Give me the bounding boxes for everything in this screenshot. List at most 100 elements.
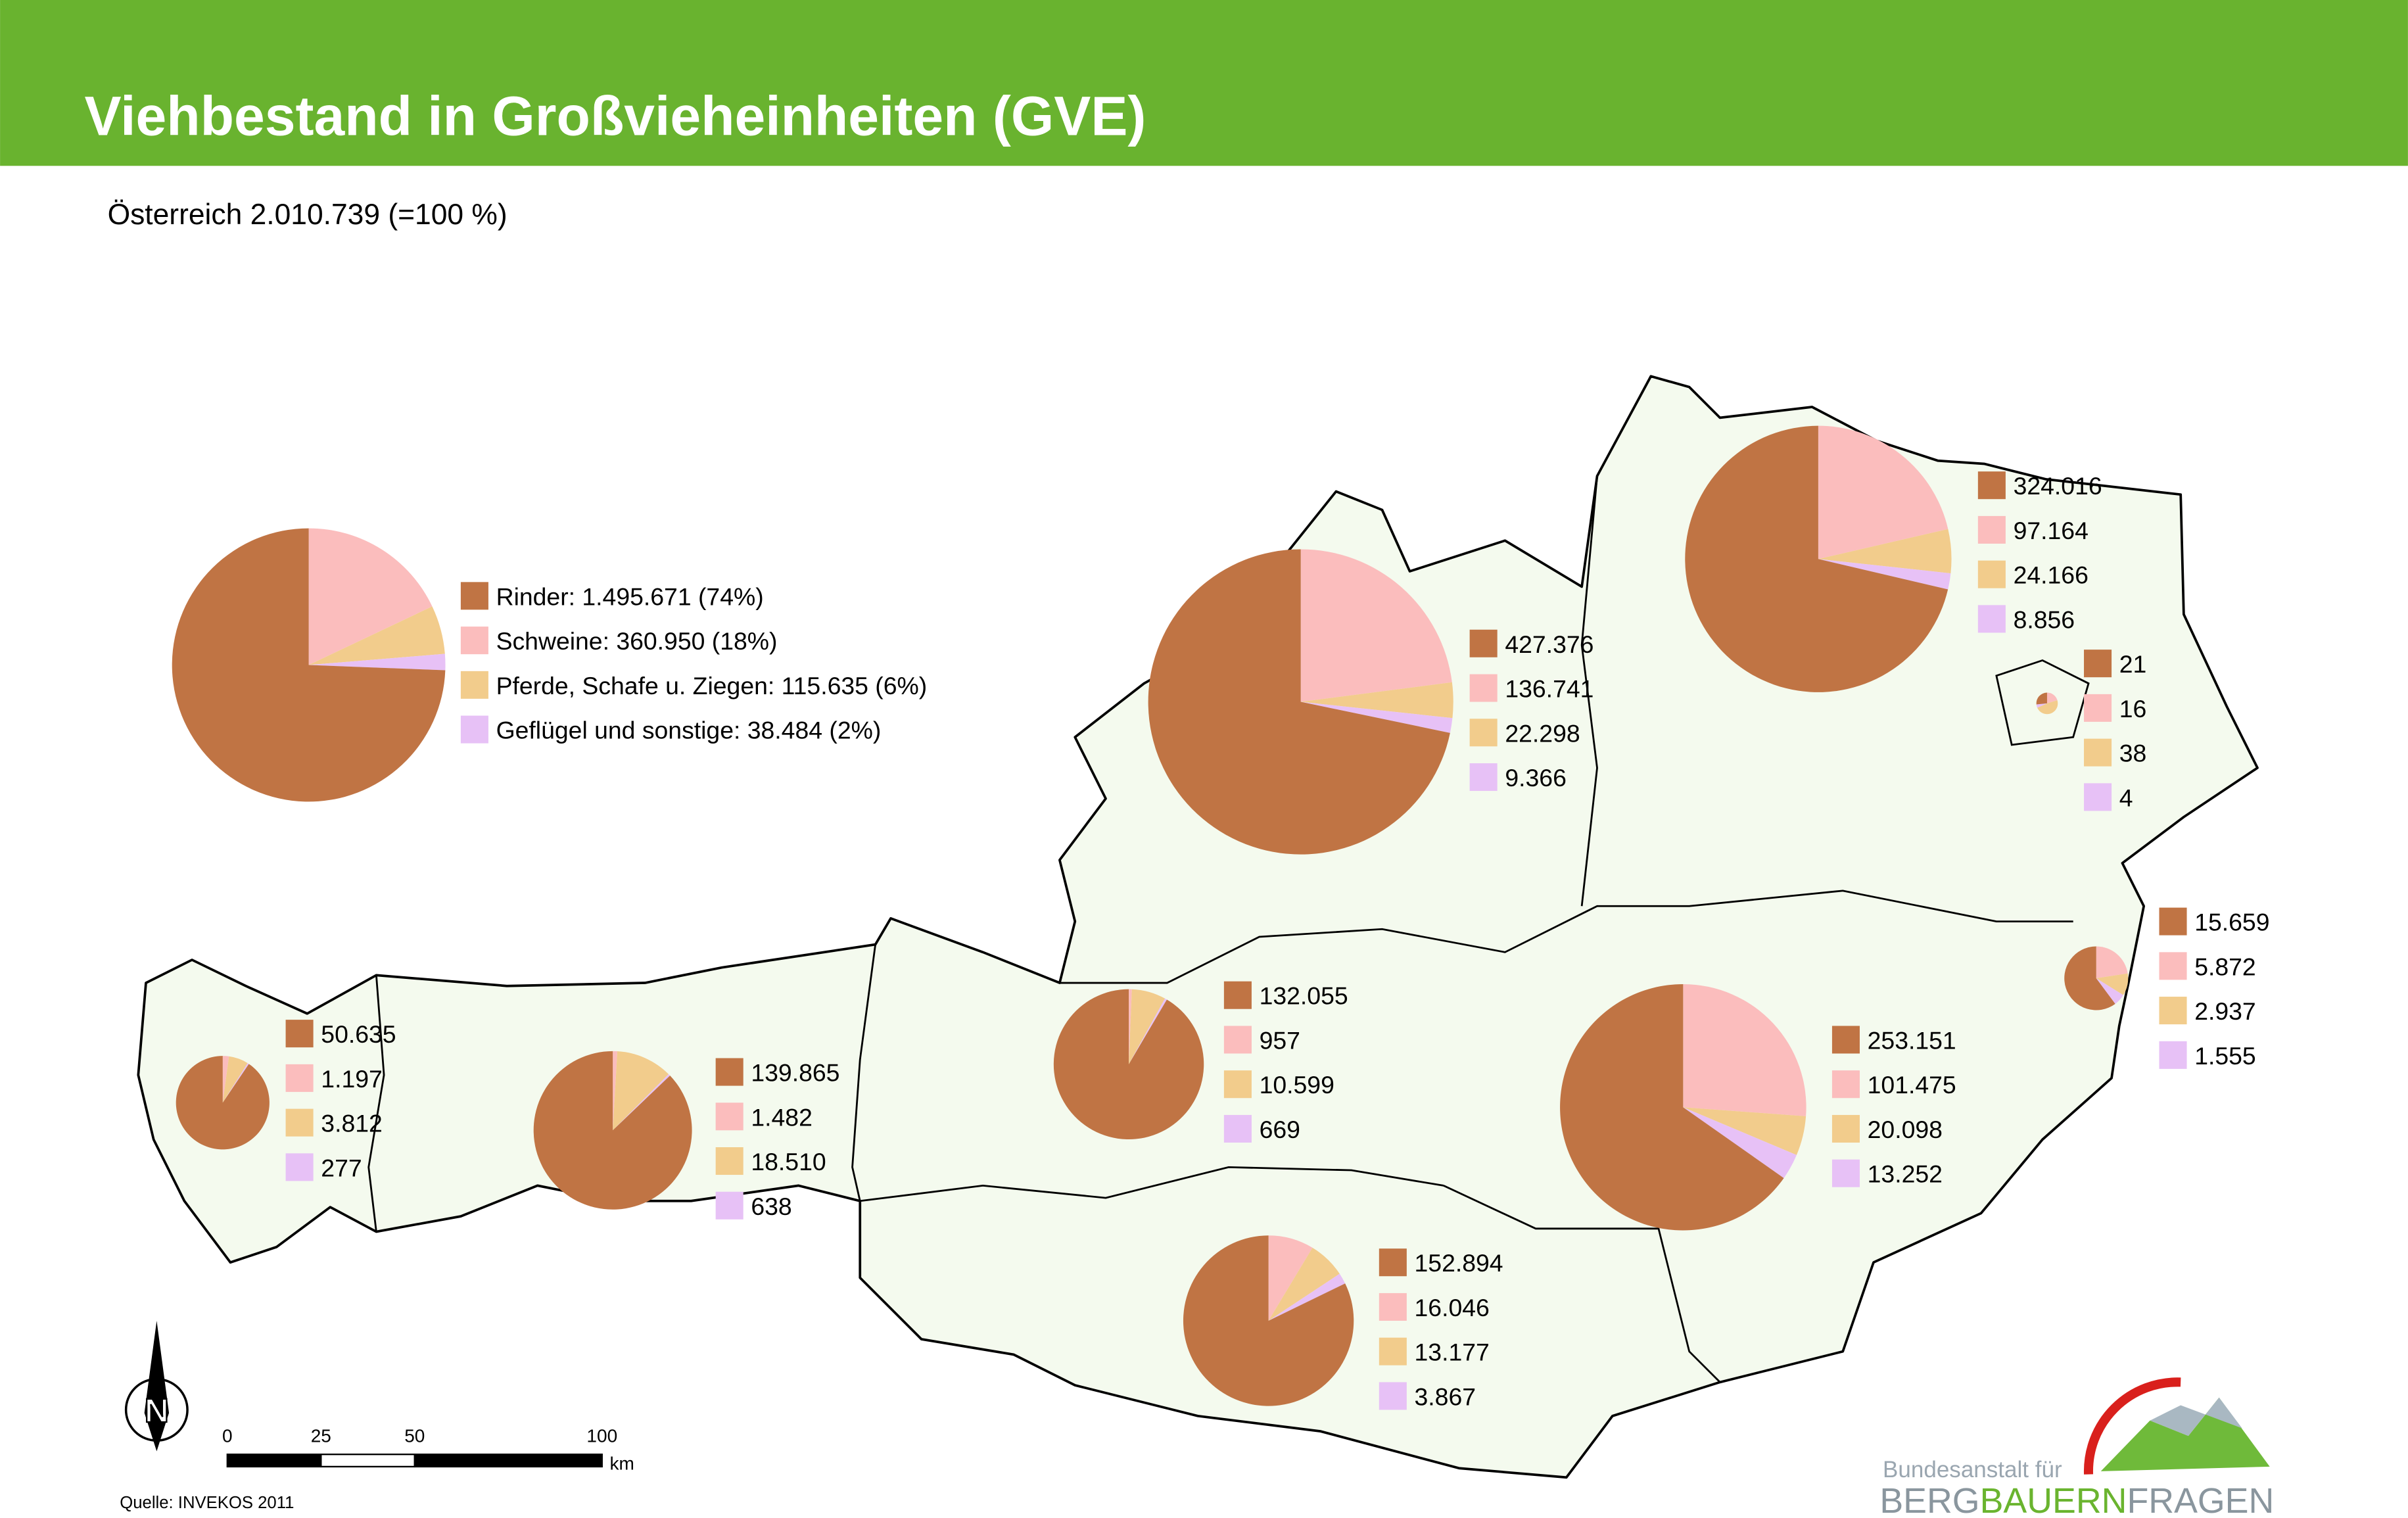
scale-label: 50 [404,1426,425,1446]
pie-slice [172,528,446,802]
scale-unit: km [609,1454,634,1474]
legend-label: 21 [2119,650,2147,678]
legend-label: 8.856 [2014,605,2075,633]
legend-swatch [1831,1114,1860,1143]
pie-slice [1560,984,1784,1231]
pie-slice [2096,946,2128,979]
pie-slice [1818,529,1952,574]
pie-slice [613,1051,669,1131]
legend-label: 13.252 [1868,1160,1943,1188]
legend-label: 18.510 [751,1148,826,1175]
pie-slice [308,653,446,671]
pie-slice [1300,682,1453,719]
legend-label: 24.166 [2014,561,2089,589]
legend-swatch [1379,1337,1407,1365]
legend-label: 253.151 [1868,1026,1956,1054]
pie-slice [2036,692,2047,705]
legend-label: 136.741 [1505,675,1594,703]
legend-label: 1.197 [321,1065,383,1093]
legend-label: 16 [2119,695,2147,723]
pie-slice [1683,1107,1806,1155]
legend-swatch [1831,1159,1860,1187]
legend-swatch [2159,907,2187,936]
pie-slice [613,1074,671,1131]
logo-part: BAUERN [1980,1481,2127,1515]
pie-slice [2064,946,2115,1010]
legend-swatch [1379,1293,1407,1321]
scale-label: 25 [311,1426,331,1446]
legend-label: 638 [751,1193,791,1220]
title: Viehbestand in Großvieheinheiten (GVE) [85,85,1146,147]
legend-swatch [2084,783,2112,811]
pie-slice [1183,1235,1354,1406]
legend-swatch [1831,1070,1860,1099]
legend-swatch [285,1153,314,1181]
pie-slice [308,528,433,665]
logo-part: FRAGEN [2127,1481,2274,1515]
legend-swatch [285,1064,314,1092]
legend-label: 16.046 [1415,1294,1490,1321]
legend-swatch [715,1191,744,1220]
logo-part: BERG [1879,1481,1979,1515]
legend-label: 1.482 [751,1103,813,1131]
pie-slice [1268,1273,1346,1321]
subtitle: Österreich 2.010.739 (=100 %) [108,199,508,231]
logo-graphic [2084,1377,2270,1475]
pie-slice [1818,425,1948,559]
legend-label: 5.872 [2194,953,2256,980]
legend-swatch [460,671,488,699]
legend-swatch [1977,560,2006,588]
legend-label: 669 [1260,1116,1300,1143]
pie-slice [222,1056,229,1103]
pie-slice [1053,989,1204,1140]
legend-swatch [715,1058,744,1086]
legend-swatch [1223,1070,1252,1099]
pie-slice [2037,700,2058,715]
state-borders [367,476,2090,1383]
pie-slice [222,1056,248,1103]
pie-slice [308,606,445,665]
pie-slice [176,1056,270,1150]
pie-slice [2096,978,2123,1004]
pie-slice [1300,701,1453,733]
north-label: N [145,1391,169,1429]
legend-swatch [1379,1382,1407,1410]
pie-slice [1683,984,1806,1116]
pie-slice [1148,549,1450,855]
legend-swatch [1469,719,1498,747]
legend-swatch [1223,981,1252,1009]
legend-swatch [1469,674,1498,702]
legend-swatch [460,627,488,655]
legend-swatch [1469,763,1498,792]
legend-label: 132.055 [1260,982,1348,1010]
north-arrow [124,1320,189,1452]
legend-label: 324.016 [2014,472,2102,500]
legend-label: 139.865 [751,1059,839,1087]
legend-swatch [715,1147,744,1175]
legend-label: Pferde, Schafe u. Ziegen: 115.635 (6%) [496,672,928,700]
legend-label: Schweine: 360.950 (18%) [496,627,778,655]
pie-slice [2096,973,2129,995]
legend-swatch [1977,605,2006,633]
pie-slice [1685,425,1948,692]
legend-swatch [2084,694,2112,722]
legend-label: 10.599 [1260,1071,1334,1099]
legend-label: 957 [1260,1026,1300,1054]
legend-swatch [2159,1041,2187,1069]
legend-label: 9.366 [1505,764,1567,792]
legend-swatch [1223,1114,1252,1143]
legend-swatch [2084,650,2112,678]
legend-label: 22.298 [1505,719,1580,747]
pie-slice [1129,989,1132,1064]
scale-bar [226,1454,603,1468]
legend-swatch [1977,471,2006,500]
pie-slice [1129,989,1166,1064]
scale-label: 100 [586,1426,617,1446]
legend-label: 97.164 [2014,517,2089,544]
pie-slice [1818,559,1951,590]
legend-swatch [2159,952,2187,980]
legend-swatch [1831,1026,1860,1054]
pie-slice [2036,703,2047,708]
